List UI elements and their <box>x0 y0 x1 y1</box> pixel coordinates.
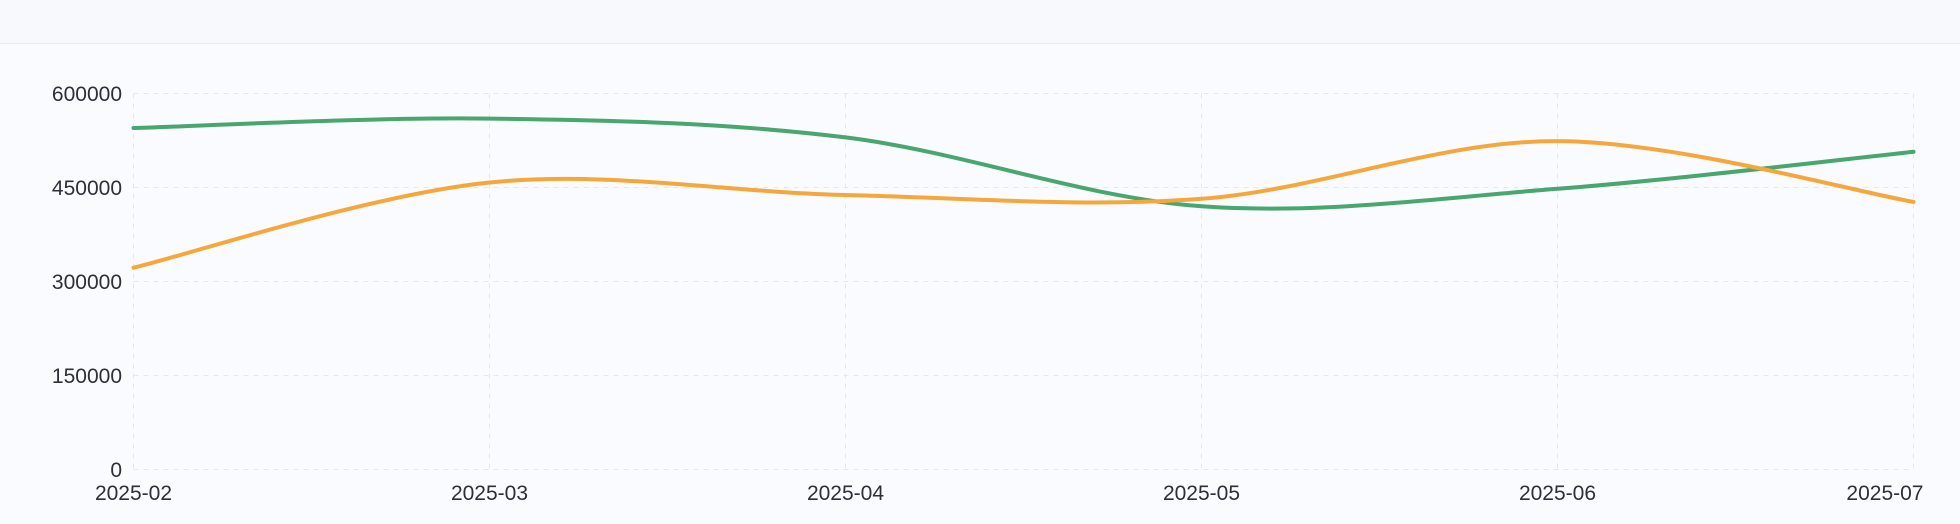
y-axis-tick-label: 150000 <box>52 365 122 388</box>
y-axis-tick-label: 300000 <box>52 271 122 294</box>
x-axis-tick-label: 2025-07 <box>1846 482 1923 505</box>
y-axis-tick-label: 600000 <box>52 83 122 106</box>
line-chart: 0 150000 300000 450000 600000 2025-02 2025-03 2… <box>52 83 1924 505</box>
x-axis-tick-label: 2025-06 <box>1519 482 1596 505</box>
y-axis-tick-label: 450000 <box>52 177 122 200</box>
x-axis-tick-label: 2025-05 <box>1163 482 1240 505</box>
x-axis-tick-label: 2025-02 <box>95 482 172 505</box>
chart-area: 0 150000 300000 450000 600000 2025-02 2025-03 2… <box>0 44 1960 523</box>
x-axis-tick-label: 2025-03 <box>451 482 528 505</box>
y-axis-tick-label: 0 <box>110 459 122 482</box>
x-axis-tick-label: 2025-04 <box>807 482 884 505</box>
top-bar <box>0 0 1960 44</box>
series-orange-line <box>131 139 1916 270</box>
series-green-line <box>131 116 1916 211</box>
